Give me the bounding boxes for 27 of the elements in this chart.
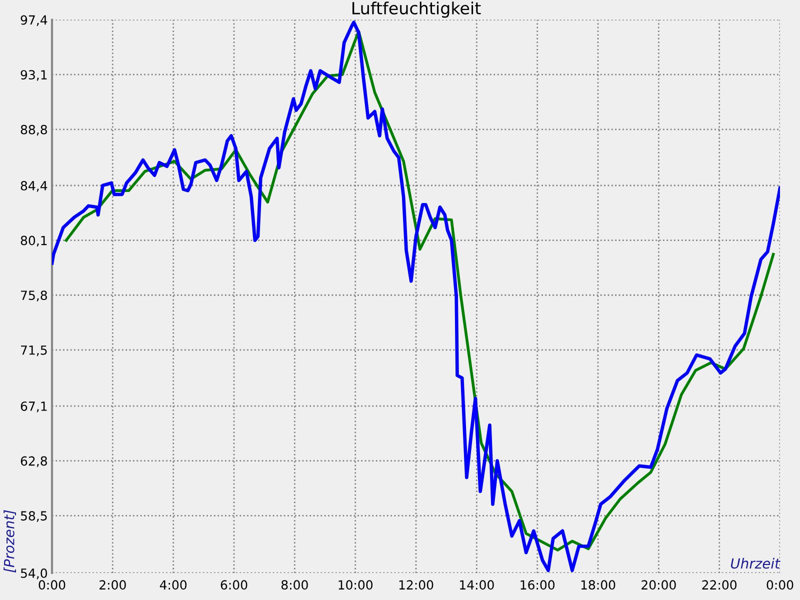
x-tick-label: 16:00 (520, 580, 555, 590)
y-tick-label: 67,1 (20, 401, 47, 412)
x-tick-label: 8:00 (281, 580, 308, 590)
x-tick-label: 0:00 (38, 580, 66, 590)
y-tick-label: 80,1 (20, 236, 47, 247)
chart-title: Luftfeuchtigkeit (352, 2, 481, 18)
y-tick-label: 84,4 (20, 180, 48, 192)
x-tick-label: 14:00 (460, 580, 494, 590)
y-tick-label: 54,0 (20, 568, 48, 580)
x-tick-label: 12:00 (399, 580, 434, 590)
y-tick-label: 58,5 (20, 511, 47, 522)
x-tick-label: 0:00 (766, 580, 794, 590)
x-axis-title: Uhrzeit (730, 558, 780, 569)
y-tick-label: 75,8 (21, 290, 47, 302)
x-tick-label: 20:00 (642, 580, 676, 590)
y-tick-label: 71,5 (21, 346, 47, 356)
x-tick-label: 4:00 (160, 580, 187, 590)
y-tick-label: 93,1 (20, 70, 47, 81)
y-axis-title: [Prozent] (4, 510, 16, 572)
x-tick-label: 10:00 (338, 580, 373, 590)
y-tick-label: 97,4 (20, 15, 48, 26)
y-tick-label: 62,8 (20, 456, 47, 468)
y-tick-label: 88,8 (20, 124, 47, 136)
x-tick-label: 18:00 (581, 580, 616, 590)
x-tick-label: 2:00 (100, 580, 126, 590)
x-tick-label: 6:00 (220, 580, 248, 590)
x-tick-label: 22:00 (702, 580, 737, 590)
